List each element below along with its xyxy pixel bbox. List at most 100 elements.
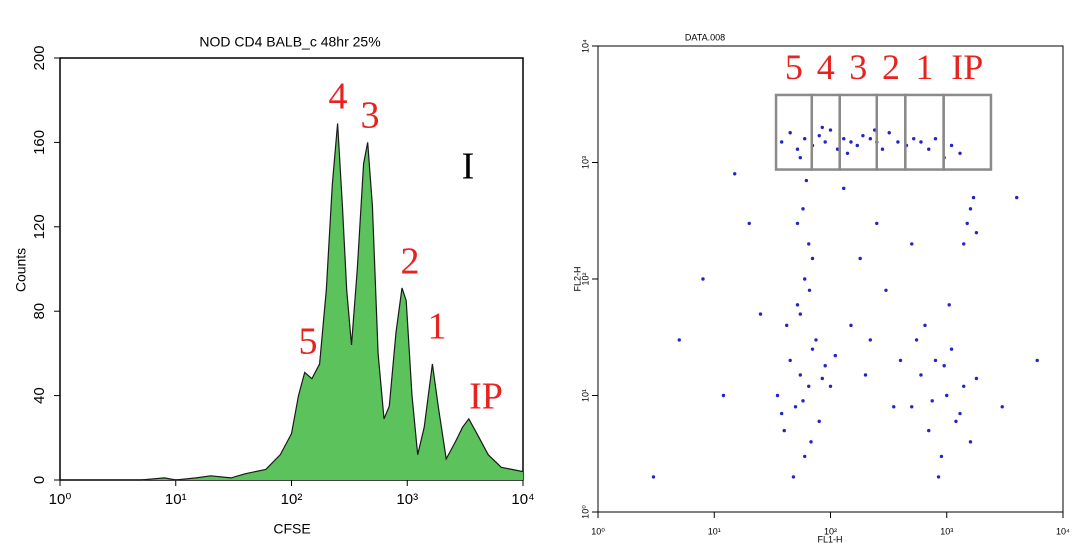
scatter-point [892, 405, 896, 409]
scatter-point [927, 147, 931, 151]
scatter-point [949, 347, 954, 351]
y-tick-label: 10³ [580, 156, 590, 169]
annotation: I [462, 146, 475, 188]
scatter-point [835, 147, 840, 151]
y-tick-label: 10¹ [580, 389, 590, 402]
scatter-point [795, 221, 800, 226]
gate-label: 5 [785, 47, 803, 87]
y-tick-label: 10⁰ [580, 505, 590, 519]
y-axis-label: Counts [13, 248, 29, 292]
gate-label: 2 [882, 47, 900, 87]
x-tick-label: 10⁴ [1056, 526, 1070, 536]
scatter-point [861, 133, 865, 138]
gate-label: IP [951, 47, 983, 87]
gate-label: 4 [817, 47, 835, 87]
scatter-point [788, 358, 792, 363]
scatter-point [923, 323, 927, 328]
scatter-point [919, 373, 923, 377]
annotation: 4 [329, 76, 348, 118]
scatter-point [962, 242, 966, 246]
scatter-point [1000, 405, 1004, 409]
scatter-point [814, 338, 818, 342]
scatter-point [775, 393, 780, 398]
scatter-point [801, 207, 805, 211]
scatter-point [942, 364, 946, 368]
annotation: IP [469, 376, 503, 418]
scatter-point [974, 376, 979, 381]
scatter-point [804, 178, 809, 183]
x-tick-label: 10³ [940, 526, 953, 536]
scatter-point [758, 312, 763, 316]
scatter-point [933, 137, 938, 141]
scatter-point [939, 454, 944, 459]
x-tick-label: 10¹ [165, 491, 187, 508]
scatter-point [793, 405, 798, 409]
scatter-point [677, 338, 681, 342]
scatter-point [898, 358, 903, 363]
scatter-point [788, 131, 792, 135]
scatter-point [884, 288, 888, 292]
scatter-point [701, 277, 705, 281]
scatter-point [896, 140, 900, 144]
scatter-point [936, 475, 941, 479]
plot-frame [597, 45, 1064, 513]
scatter-point [828, 128, 833, 132]
x-tick-label: 10⁰ [49, 491, 72, 508]
scatter-point [875, 221, 879, 226]
scatter-point [949, 143, 954, 148]
scatter-point [823, 364, 827, 368]
scatter-point [803, 137, 807, 141]
y-tick-label: 160 [31, 130, 48, 155]
scatter-point [779, 411, 784, 416]
scatter-point [927, 428, 931, 433]
histogram-line [60, 123, 524, 481]
gate [810, 93, 841, 171]
x-tick-label: 10³ [396, 491, 418, 508]
scatter-point [1015, 195, 1019, 200]
scatter-point [833, 353, 838, 358]
scatter-point [721, 393, 726, 398]
scatter-point [968, 440, 973, 444]
scatter-point [733, 172, 737, 176]
y-tick-label: 200 [31, 45, 48, 70]
scatter-point [810, 256, 815, 261]
annotation: 5 [299, 321, 318, 363]
scatter-point [820, 125, 824, 130]
scatter-point [803, 277, 807, 281]
gate [904, 93, 945, 171]
histogram-area [60, 123, 523, 481]
scatter-point [974, 230, 979, 235]
annotation: 3 [361, 95, 380, 137]
scatter-point [809, 440, 813, 444]
scatter-point [912, 137, 916, 141]
scatter-point [842, 137, 846, 141]
scatter-point [1035, 358, 1039, 363]
scatter-point [807, 384, 811, 388]
gate [875, 93, 907, 171]
scatter-point [968, 207, 973, 211]
scatter-point [828, 384, 833, 388]
x-tick-label: 10⁰ [591, 526, 605, 536]
x-tick-label: 10² [824, 526, 837, 536]
scatter-point [651, 475, 656, 479]
chart-title: DATA.008 [685, 32, 725, 42]
y-tick-label: 120 [31, 214, 48, 239]
x-axis-label: CFSE [273, 521, 310, 537]
y-axis-label: FL2-H [572, 266, 582, 291]
scatter-point [747, 221, 751, 226]
scatter-point [849, 323, 853, 328]
y-tick-label: 40 [31, 387, 48, 404]
scatter-point [779, 140, 784, 144]
y-tick-label: 0 [31, 476, 48, 484]
x-tick-label: 10⁴ [511, 491, 534, 508]
scatter-point [945, 393, 949, 398]
gate-label: 3 [849, 47, 867, 87]
scatter-point [845, 151, 850, 155]
scatter-point [930, 399, 934, 403]
scatter-point [817, 133, 821, 138]
x-tick-label: 10² [281, 491, 303, 508]
scatter-point [807, 288, 812, 292]
scatter-point [863, 373, 868, 377]
y-tick-label: 10² [580, 272, 590, 285]
